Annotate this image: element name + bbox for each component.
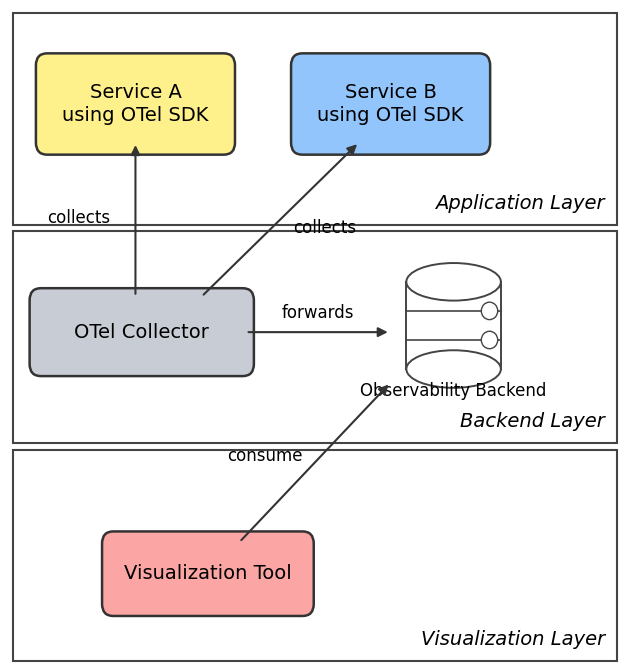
Text: Visualization Tool: Visualization Tool xyxy=(124,564,292,583)
FancyBboxPatch shape xyxy=(291,54,490,155)
FancyBboxPatch shape xyxy=(13,450,617,661)
Ellipse shape xyxy=(406,263,501,301)
Text: collects: collects xyxy=(47,209,110,227)
Polygon shape xyxy=(406,282,501,369)
Text: forwards: forwards xyxy=(282,304,355,322)
Text: Service A
using OTel SDK: Service A using OTel SDK xyxy=(62,83,209,125)
FancyBboxPatch shape xyxy=(13,231,617,443)
Text: OTel Collector: OTel Collector xyxy=(74,323,209,342)
FancyBboxPatch shape xyxy=(36,54,235,155)
Text: Visualization Layer: Visualization Layer xyxy=(421,630,605,649)
Circle shape xyxy=(481,302,498,319)
FancyBboxPatch shape xyxy=(102,531,314,616)
Text: consume: consume xyxy=(227,448,302,465)
Text: Application Layer: Application Layer xyxy=(435,194,605,213)
FancyBboxPatch shape xyxy=(30,289,254,376)
Text: collects: collects xyxy=(293,219,356,237)
Text: Observability Backend: Observability Backend xyxy=(360,382,547,401)
Text: Service B
using OTel SDK: Service B using OTel SDK xyxy=(318,83,464,125)
Ellipse shape xyxy=(406,350,501,388)
FancyBboxPatch shape xyxy=(13,13,617,225)
Text: Backend Layer: Backend Layer xyxy=(460,412,605,431)
Circle shape xyxy=(481,331,498,349)
